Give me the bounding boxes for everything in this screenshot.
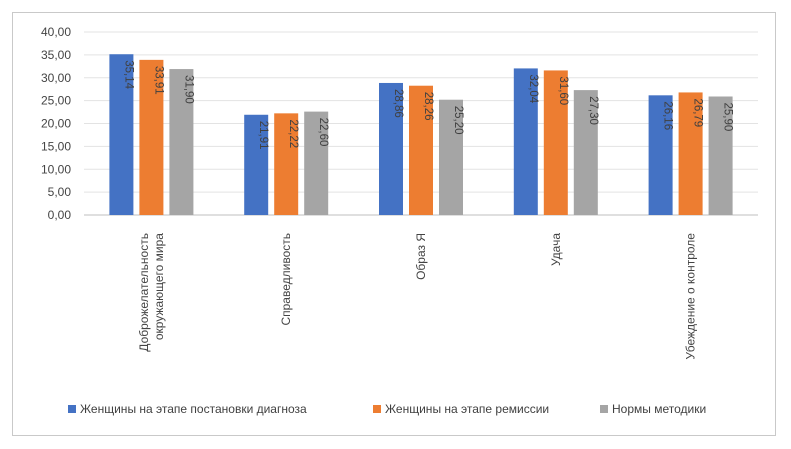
bar-2 (139, 59, 164, 215)
chart-frame (12, 12, 776, 436)
x-category-label: Убеждение о контроле (684, 233, 698, 360)
bar-3 (573, 90, 598, 215)
x-category-label: Справедливость (279, 233, 293, 326)
y-tick-label: 15,00 (41, 139, 71, 153)
y-tick-label: 25,00 (41, 94, 71, 108)
data-label: 28,86 (392, 89, 404, 118)
x-category-label: Доброжелательность (137, 233, 151, 352)
bar-3 (708, 96, 733, 215)
data-label: 31,60 (557, 76, 569, 105)
bar-1 (513, 68, 538, 216)
bar-2 (409, 85, 433, 215)
data-label: 31,90 (182, 75, 194, 104)
x-category-label: Удача (549, 233, 563, 266)
data-label: 25,90 (722, 103, 734, 132)
legend-swatch-1 (68, 405, 76, 413)
legend-label: Женщины на этапе постановки диагноза (80, 402, 307, 416)
legend-label: Нормы методики (612, 402, 706, 416)
y-tick-label: 10,00 (41, 162, 71, 176)
x-category-label: окружающего мира (152, 233, 166, 340)
bar-2 (543, 70, 568, 216)
legend-swatch-3 (600, 405, 608, 413)
data-label: 26,16 (662, 101, 674, 130)
bar-3 (169, 69, 194, 216)
y-tick-label: 5,00 (48, 185, 72, 199)
y-tick-label: 20,00 (41, 117, 71, 131)
data-label: 26,79 (692, 98, 704, 127)
data-label: 32,04 (527, 74, 539, 103)
y-tick-label: 35,00 (41, 48, 71, 62)
data-label: 33,91 (152, 66, 164, 95)
data-label: 28,26 (422, 92, 434, 121)
bar-1 (379, 82, 403, 215)
bar-1 (244, 114, 269, 215)
legend-swatch-2 (373, 405, 381, 413)
x-category-label: Образ Я (414, 233, 428, 280)
data-label: 35,14 (122, 60, 134, 89)
legend-label: Женщины на этапе ремиссии (385, 402, 549, 416)
data-label: 22,60 (317, 118, 329, 147)
y-tick-label: 30,00 (41, 71, 71, 85)
bar-2 (678, 92, 703, 215)
bar-3 (304, 111, 329, 215)
bar-1 (648, 95, 673, 215)
bar-3 (439, 99, 463, 215)
y-tick-label: 40,00 (41, 25, 71, 39)
data-label: 27,30 (587, 96, 599, 125)
data-label: 21,91 (257, 121, 269, 150)
bar-1 (109, 54, 134, 216)
y-tick-label: 0,00 (48, 208, 72, 222)
data-label: 25,20 (452, 106, 464, 135)
bar-2 (274, 113, 299, 215)
data-label: 22,22 (287, 119, 299, 148)
